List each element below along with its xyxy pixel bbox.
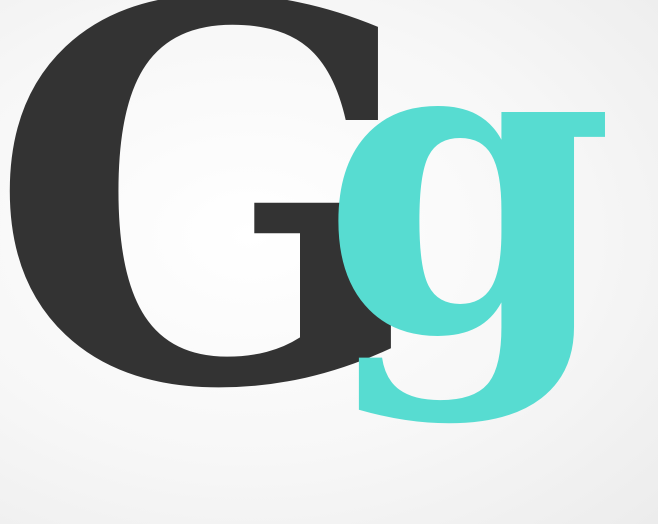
uppercase-g-char: G	[0, 0, 432, 503]
lowercase-g-glyph: g	[321, 0, 615, 430]
lowercase-g-char: g	[321, 0, 615, 430]
uppercase-g-glyph: G	[0, 0, 432, 503]
